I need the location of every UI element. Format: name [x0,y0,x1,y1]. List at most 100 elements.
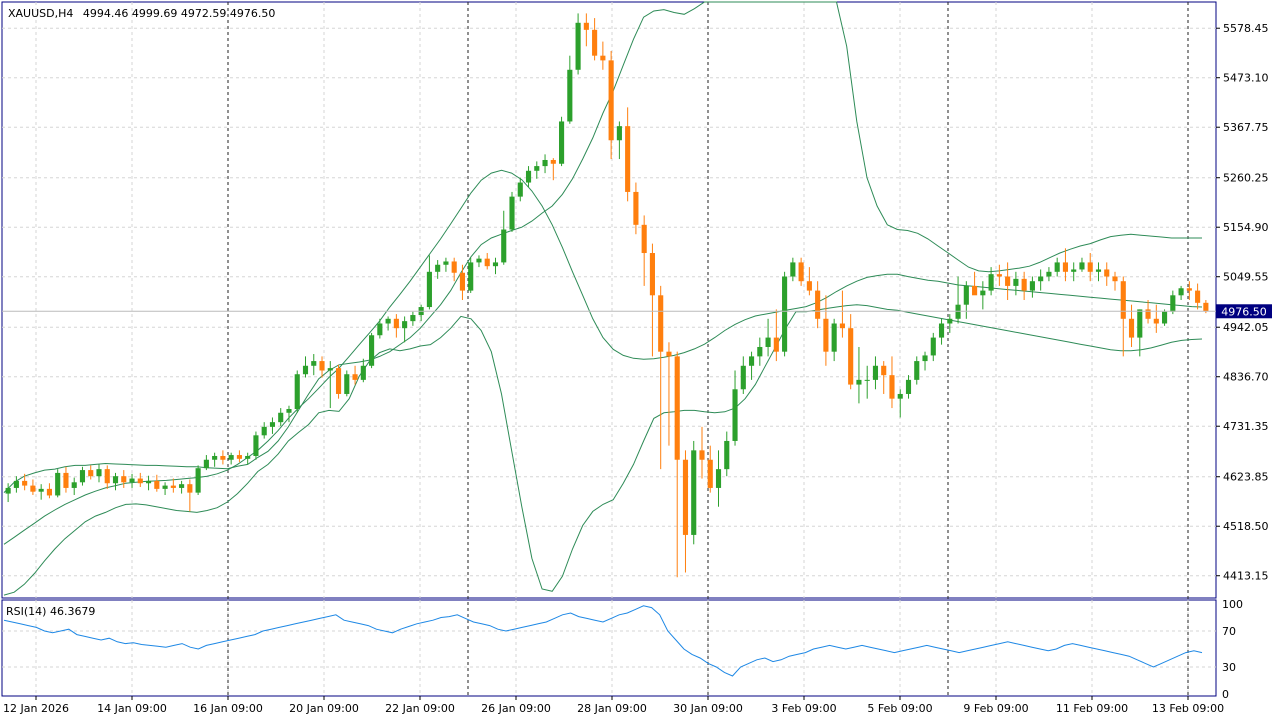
candle-body [707,459,713,488]
candle-body [369,335,375,366]
candle [286,405,292,423]
candle-body [154,480,160,489]
candle [790,257,796,282]
candle [798,257,804,286]
candle [806,267,812,296]
candle-body [1054,262,1060,272]
candle [1162,309,1168,326]
candle-body [914,361,920,380]
candle [154,474,160,492]
candle-body [1137,309,1143,338]
candle [550,158,556,181]
candle [30,479,36,495]
candle [534,161,540,179]
candle-body [980,290,986,296]
rsi-axis: 100 70 30 0 [1222,598,1243,701]
time-tick-label: 3 Feb 09:00 [771,702,836,715]
candle [385,316,391,331]
candle-body [104,469,110,484]
candle-body [385,318,391,324]
candle [1046,267,1052,282]
candle-body [1153,318,1159,324]
candle [897,389,903,418]
candle-body [864,379,870,381]
candle [682,450,689,573]
candle [96,464,102,483]
candle-body [1079,262,1085,270]
candle [1095,262,1102,282]
candle [1071,262,1077,282]
candle [137,472,143,487]
candle [88,465,94,480]
candle [608,50,614,160]
candle-body [947,318,953,324]
price-tick-label: 4518.50 [1223,520,1269,533]
candle [1021,271,1027,300]
candle-body [402,321,408,329]
candle [311,354,317,376]
candle [1087,253,1093,282]
candle [649,243,655,357]
candle [856,346,862,404]
rsi-label: RSI(14) 46.3679 [6,605,95,618]
candle [492,257,499,275]
candle-body [1120,281,1126,319]
candle [509,191,515,232]
candle [1104,262,1110,286]
candle-body [13,480,19,488]
time-tick-label: 14 Jan 09:00 [97,702,167,715]
candle [46,483,52,499]
candle-body [38,488,44,492]
candle-body [1005,276,1011,286]
band-lower [3,304,1203,596]
time-tick-label: 9 Feb 09:00 [963,702,1028,715]
candle-body [938,323,945,338]
candle-body [839,323,845,329]
candle [344,370,350,397]
candle [63,466,69,493]
candle-body [121,476,127,483]
candle [484,253,490,270]
candle [724,431,730,477]
candle [839,290,845,338]
candle-body [79,470,86,483]
candle-body [823,318,829,352]
candle-body [963,285,969,305]
candle-body [1162,311,1168,324]
price-tick-label: 4942.05 [1223,321,1269,334]
candle-body [1029,281,1035,291]
candle-body [988,274,994,291]
candle-body [1062,262,1069,272]
candle-body [740,365,746,390]
rsi-line [3,605,1203,677]
candle [1054,257,1060,277]
candle [699,426,705,479]
candle [707,445,713,493]
candle [129,473,135,488]
candle [79,466,86,486]
candle [294,370,300,413]
candle [38,484,44,500]
candle [889,356,895,409]
candle-body [567,69,573,122]
candle [426,255,432,310]
candle [782,271,788,357]
rsi-tick-label: 0 [1222,688,1229,701]
time-tick-label: 22 Jan 09:00 [385,702,455,715]
candle [823,295,829,366]
candle [187,479,193,512]
candle-body [600,55,606,61]
candle [393,314,399,338]
candle-body [732,389,738,441]
candle [112,472,119,491]
candle [1005,262,1011,300]
time-tick-label: 28 Jan 09:00 [577,702,647,715]
candle-body [1203,302,1209,312]
ohlc-values: 4994.46 4999.69 4972.59 4976.50 [83,7,275,20]
candle-body [1021,278,1027,291]
time-tick-label: 26 Jan 09:00 [481,702,551,715]
candle-body [137,478,143,484]
candle-body [691,450,697,535]
